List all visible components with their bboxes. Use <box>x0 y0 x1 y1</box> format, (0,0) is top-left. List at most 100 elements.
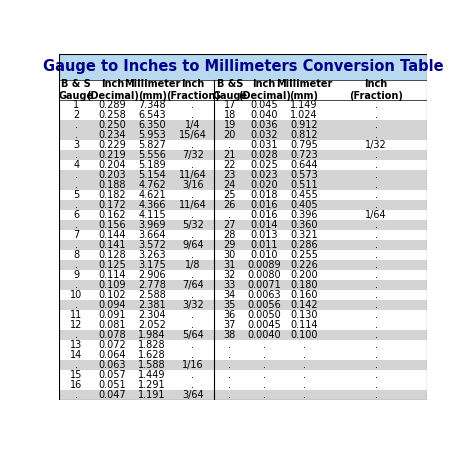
Text: 1.828: 1.828 <box>138 339 166 350</box>
Text: 0.109: 0.109 <box>99 280 126 290</box>
Text: 0.010: 0.010 <box>250 250 278 260</box>
Text: .: . <box>191 140 194 150</box>
Text: 1/8: 1/8 <box>185 260 201 270</box>
Text: .: . <box>374 350 378 360</box>
Text: 0.011: 0.011 <box>250 240 278 250</box>
Text: 1.291: 1.291 <box>138 379 166 390</box>
Text: .: . <box>374 370 378 380</box>
Bar <box>59 260 427 270</box>
Text: .: . <box>374 339 378 350</box>
Text: 2.381: 2.381 <box>138 299 166 310</box>
Text: 1.149: 1.149 <box>291 100 318 110</box>
Text: .: . <box>374 379 378 390</box>
Text: 36: 36 <box>224 310 236 320</box>
Text: 3.664: 3.664 <box>138 230 166 240</box>
Text: .: . <box>74 170 78 180</box>
Text: 30: 30 <box>224 250 236 260</box>
Text: .: . <box>74 120 78 130</box>
Text: .: . <box>302 370 306 380</box>
Bar <box>59 180 427 190</box>
Text: 0.142: 0.142 <box>290 299 318 310</box>
Text: 22: 22 <box>223 160 236 170</box>
Text: .: . <box>374 240 378 250</box>
Text: .: . <box>74 260 78 270</box>
Text: 0.0071: 0.0071 <box>247 280 281 290</box>
Text: 0.455: 0.455 <box>290 190 318 200</box>
Text: 0.072: 0.072 <box>99 339 127 350</box>
Text: .: . <box>228 140 231 150</box>
Text: .: . <box>191 190 194 200</box>
Text: 0.016: 0.016 <box>250 200 278 210</box>
Text: 0.018: 0.018 <box>250 190 278 200</box>
Text: 2.304: 2.304 <box>138 310 166 320</box>
Text: .: . <box>74 130 78 140</box>
Bar <box>59 299 427 310</box>
Bar <box>59 320 427 330</box>
Bar <box>59 100 427 110</box>
Text: 1.449: 1.449 <box>138 370 166 380</box>
Text: 0.141: 0.141 <box>99 240 126 250</box>
Text: 9: 9 <box>73 270 79 280</box>
Text: .: . <box>374 120 378 130</box>
Text: .: . <box>374 110 378 120</box>
Text: 1.024: 1.024 <box>290 110 318 120</box>
Text: 0.321: 0.321 <box>290 230 318 240</box>
Bar <box>59 170 427 180</box>
Bar <box>59 339 427 350</box>
Text: 0.180: 0.180 <box>291 280 318 290</box>
Bar <box>59 54 427 80</box>
Text: Gauge to Inches to Millimeters Conversion Table: Gauge to Inches to Millimeters Conversio… <box>43 59 443 74</box>
Text: 31: 31 <box>224 260 236 270</box>
Text: 0.128: 0.128 <box>99 250 127 260</box>
Text: 5.556: 5.556 <box>138 150 166 160</box>
Text: 0.040: 0.040 <box>250 110 278 120</box>
Text: .: . <box>191 270 194 280</box>
Bar <box>59 240 427 250</box>
Text: 0.229: 0.229 <box>99 140 127 150</box>
Text: .: . <box>374 180 378 190</box>
Text: 33: 33 <box>224 280 236 290</box>
Text: .: . <box>374 100 378 110</box>
Text: Inch
(Fraction): Inch (Fraction) <box>166 79 220 101</box>
Text: 0.091: 0.091 <box>99 310 126 320</box>
Text: .: . <box>191 379 194 390</box>
Text: 3/16: 3/16 <box>182 180 204 190</box>
Text: 1: 1 <box>73 100 79 110</box>
Text: 19: 19 <box>224 120 236 130</box>
Text: 3: 3 <box>73 140 79 150</box>
Text: 0.644: 0.644 <box>291 160 318 170</box>
Bar <box>59 330 427 339</box>
Text: .: . <box>374 390 378 400</box>
Text: .: . <box>263 339 266 350</box>
Text: 0.130: 0.130 <box>291 310 318 320</box>
Bar <box>59 360 427 370</box>
Text: 0.051: 0.051 <box>99 379 127 390</box>
Text: 1.588: 1.588 <box>138 360 166 370</box>
Text: 5/64: 5/64 <box>182 330 204 339</box>
Text: 0.511: 0.511 <box>290 180 318 190</box>
Bar <box>59 160 427 170</box>
Text: .: . <box>74 180 78 190</box>
Text: 24: 24 <box>224 180 236 190</box>
Text: .: . <box>374 170 378 180</box>
Bar <box>59 390 427 400</box>
Text: 0.125: 0.125 <box>99 260 127 270</box>
Text: .: . <box>228 350 231 360</box>
Text: 0.160: 0.160 <box>291 290 318 299</box>
Bar <box>59 140 427 150</box>
Text: 4: 4 <box>73 160 79 170</box>
Text: 0.036: 0.036 <box>250 120 278 130</box>
Text: Inch
(Fraction): Inch (Fraction) <box>349 79 403 101</box>
Text: .: . <box>228 360 231 370</box>
Text: 20: 20 <box>224 130 236 140</box>
Text: .: . <box>191 210 194 220</box>
Text: 0.405: 0.405 <box>290 200 318 210</box>
Text: 5.827: 5.827 <box>138 140 166 150</box>
Text: .: . <box>191 310 194 320</box>
Text: 38: 38 <box>224 330 236 339</box>
Text: 2.906: 2.906 <box>138 270 166 280</box>
Text: .: . <box>374 280 378 290</box>
Text: .: . <box>374 260 378 270</box>
Text: 1/16: 1/16 <box>182 360 204 370</box>
Text: .: . <box>74 150 78 160</box>
